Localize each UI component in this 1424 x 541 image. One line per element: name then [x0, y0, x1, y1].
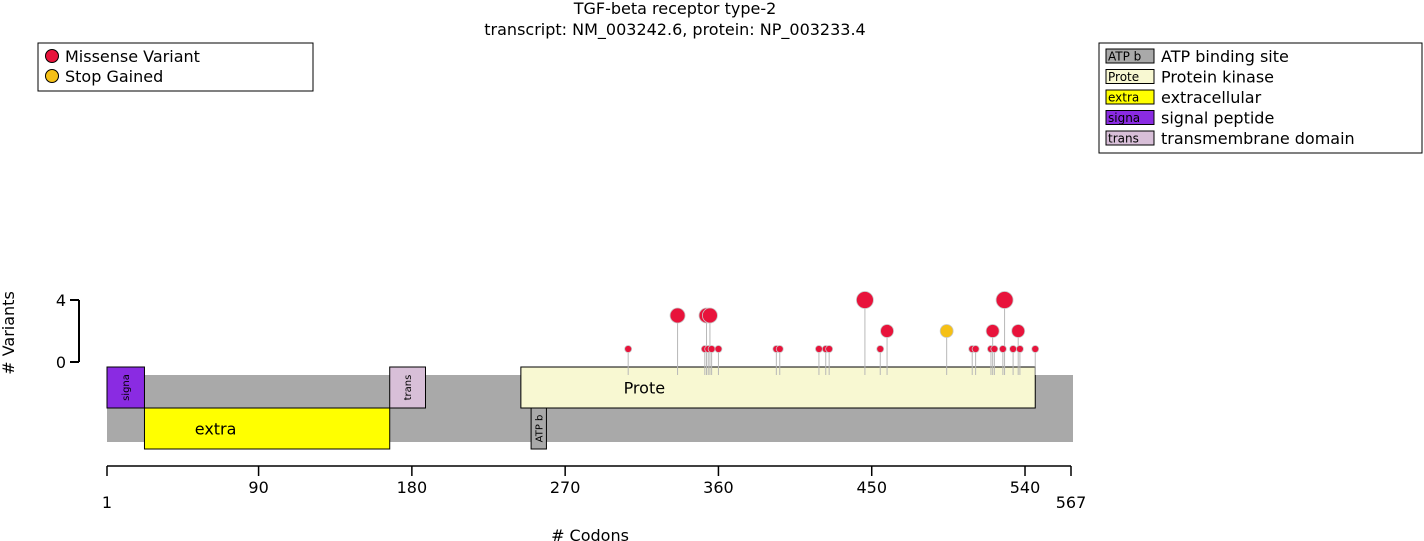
legend-swatch	[1105, 110, 1155, 125]
x-tick-label: 1	[102, 493, 112, 512]
legend-label: extracellular	[1161, 88, 1262, 107]
legend-swatch-text: signa	[1108, 111, 1140, 125]
lollipop-head	[702, 307, 718, 324]
lollipop-head	[939, 324, 954, 338]
domain-legend: ATP b ATP binding site Prote Protein kinase…	[1098, 42, 1423, 154]
x-axis-label: # Codons	[551, 526, 629, 541]
legend-label: signal peptide	[1161, 109, 1274, 128]
legend-label: ATP binding site	[1161, 47, 1289, 66]
domain-label: ATP b	[534, 415, 545, 443]
legend-swatch	[1105, 89, 1155, 105]
lollipop-head	[990, 345, 999, 353]
lollipop-head	[856, 291, 874, 309]
domain-signa	[106, 366, 145, 409]
lollipop-head	[998, 345, 1007, 353]
y-axis-label: # Variants	[0, 291, 18, 375]
domain-label: signa	[121, 374, 132, 401]
legend-marker	[45, 69, 59, 83]
variant-legend-box	[37, 42, 314, 92]
lollipop-head	[825, 345, 834, 353]
domain-label: Prote	[624, 379, 666, 398]
legend-swatch-text: Prote	[1108, 70, 1139, 84]
lollipop-head	[876, 345, 885, 353]
lollipop-head	[971, 345, 980, 353]
y-tick-label: 4	[56, 291, 66, 310]
legend-marker	[45, 49, 59, 63]
legend-swatch-text: trans	[1108, 132, 1139, 146]
domain-track: signa extra trans Prote ATP b	[106, 366, 1036, 450]
lollipop-head	[985, 324, 1000, 338]
legend-swatch-text: extra	[1108, 91, 1139, 105]
legend-label: transmembrane domain	[1161, 129, 1355, 148]
x-tick-label: 567	[1056, 493, 1087, 512]
lollipop-head	[1011, 324, 1026, 338]
domain-trans	[389, 366, 426, 409]
legend-label: Stop Gained	[65, 67, 163, 86]
domain-label: trans	[403, 375, 414, 401]
lollipop-head	[707, 345, 716, 353]
x-tick-label: 450	[856, 478, 887, 497]
x-tick-label: 270	[550, 478, 581, 497]
legend-swatch	[1105, 48, 1155, 64]
chart-title: TGF-beta receptor type-2	[573, 0, 777, 18]
x-axis: 1 90 180 270 360 450 540 567	[102, 465, 1087, 512]
lollipop-head	[1009, 345, 1017, 353]
legend-label: Missense Variant	[65, 47, 200, 66]
variant-lollipops	[624, 291, 1040, 375]
y-axis: 04	[56, 291, 80, 372]
lollipop-head	[815, 345, 823, 353]
lollipop-head	[880, 324, 894, 338]
lollipop-head	[1016, 345, 1024, 353]
legend-label: Protein kinase	[1161, 68, 1274, 87]
lollipop-head	[624, 345, 633, 353]
lollipop-head	[775, 345, 784, 353]
y-tick-label: 0	[56, 353, 66, 372]
legend-swatch-text: ATP b	[1108, 50, 1141, 64]
domain-prote	[520, 366, 1036, 409]
domain-atp-b	[530, 407, 547, 450]
lollipop-head	[1031, 345, 1040, 353]
x-tick-label: 540	[1010, 478, 1041, 497]
x-tick-label: 360	[703, 478, 734, 497]
lollipop-head	[669, 307, 686, 324]
domain-extra	[143, 407, 391, 450]
domain-label: extra	[195, 420, 237, 439]
legend-swatch	[1105, 69, 1155, 84]
lollipop-head	[995, 291, 1014, 309]
x-tick-label: 180	[397, 478, 428, 497]
x-tick-label: 90	[248, 478, 268, 497]
chart-subtitle: transcript: NM_003242.6, protein: NP_003…	[484, 20, 865, 40]
lollipop-head	[714, 345, 723, 353]
legend-swatch	[1105, 130, 1155, 146]
